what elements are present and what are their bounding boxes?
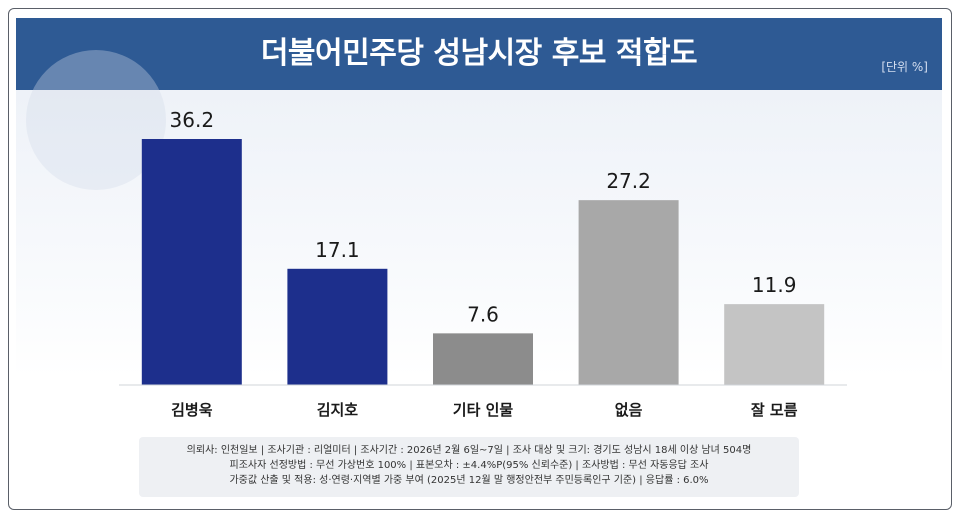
bar-2: [433, 333, 533, 385]
value-label-3: 27.2: [606, 169, 651, 193]
title-bar: 더불어민주당 성남시장 후보 적합도 [단위 %]: [16, 18, 942, 90]
footnote-line-1: 의뢰사: 인천일보 | 조사기관 : 리얼미터 | 조사기간 : 2026년 2…: [186, 445, 752, 456]
bar-group: 36.2 김병욱 17.1 김지호 7.6 기타 인물 27.2 없음 11.9 잘 모름: [141, 108, 825, 419]
bar-chart: 36.2 김병욱 17.1 김지호 7.6 기타 인물 27.2 없음 11.9 잘 모름: [119, 108, 847, 419]
value-label-2: 7.6: [467, 302, 499, 326]
unit-label: [단위 %]: [881, 60, 928, 74]
value-label-0: 36.2: [170, 108, 215, 132]
bar-0: [141, 139, 242, 385]
category-label-4: 잘 모름: [751, 401, 798, 419]
survey-footnote: 의뢰사: 인천일보 | 조사기관 : 리얼미터 | 조사기간 : 2026년 2…: [139, 437, 799, 497]
category-label-0: 김병욱: [171, 401, 213, 419]
category-label-2: 기타 인물: [453, 401, 514, 419]
bar-1: [287, 268, 388, 385]
category-label-1: 김지호: [317, 401, 359, 419]
footnote-line-3: 가중값 산출 및 적용: 성·연령·지역별 가중 부여 (2025년 12월 말…: [229, 475, 709, 486]
category-label-3: 없음: [615, 401, 643, 419]
value-label-4: 11.9: [752, 273, 797, 297]
footnote-line-2: 피조사자 선정방법 : 무선 가상번호 100% | 표본오차 : ±4.4%P…: [229, 460, 709, 471]
chart-frame: 더불어민주당 성남시장 후보 적합도 [단위 %] 36.2 김병욱 17.1 김지호…: [8, 8, 952, 510]
value-label-1: 17.1: [315, 238, 360, 262]
bar-4: [724, 304, 825, 385]
bar-3: [578, 200, 679, 385]
chart-title: 더불어민주당 성남시장 후보 적합도: [260, 36, 698, 71]
